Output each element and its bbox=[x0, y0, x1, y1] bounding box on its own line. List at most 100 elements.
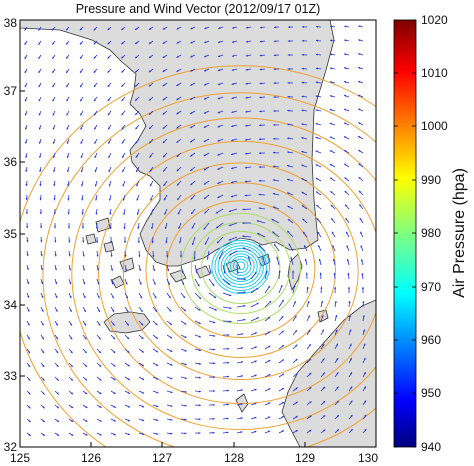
wind-arrow bbox=[54, 334, 59, 340]
wind-arrow bbox=[194, 362, 202, 365]
wind-arrow bbox=[110, 278, 114, 285]
wind-arrow bbox=[217, 166, 224, 170]
wind-arrow bbox=[138, 404, 145, 408]
wind-arrow bbox=[110, 390, 116, 395]
wind-arrow bbox=[79, 40, 84, 45]
wind-arrow bbox=[278, 415, 285, 420]
wind-arrow bbox=[217, 194, 224, 199]
wind-arrow bbox=[40, 264, 43, 271]
wind-arrow bbox=[134, 54, 140, 59]
wind-arrow bbox=[343, 108, 350, 112]
wind-arrow bbox=[163, 194, 168, 201]
wind-arrow bbox=[135, 166, 140, 173]
wind-arrow bbox=[204, 54, 210, 58]
wind-arrow bbox=[306, 401, 312, 406]
wind-arrow bbox=[302, 231, 308, 238]
wind-arrow bbox=[134, 26, 140, 31]
wind-arrow bbox=[38, 26, 42, 31]
wind-arrow bbox=[138, 418, 145, 422]
wind-arrow bbox=[203, 222, 210, 230]
wind-arrow bbox=[148, 138, 154, 144]
isobar bbox=[211, 239, 271, 295]
wind-arrow bbox=[68, 348, 73, 354]
wind-arrow bbox=[148, 26, 154, 31]
wind-arrow bbox=[286, 230, 294, 238]
wind-arrow bbox=[166, 250, 169, 258]
wind-arrow bbox=[236, 304, 246, 308]
wind-arrow bbox=[301, 164, 308, 168]
wind-arrow bbox=[259, 40, 266, 43]
wind-arrow bbox=[244, 194, 252, 197]
wind-arrow bbox=[329, 136, 336, 140]
wind-arrow bbox=[301, 95, 308, 98]
wind-arrow bbox=[287, 205, 294, 210]
wind-arrow bbox=[121, 40, 126, 45]
wind-arrow bbox=[79, 54, 84, 59]
wind-arrow bbox=[138, 432, 145, 436]
wind-arrow bbox=[232, 26, 238, 29]
wind-arrow bbox=[306, 300, 310, 308]
wind-arrow bbox=[82, 278, 86, 285]
wind-arrow bbox=[26, 264, 29, 271]
wind-arrow bbox=[329, 81, 336, 84]
wind-arrow bbox=[166, 362, 173, 366]
wind-arrow bbox=[330, 39, 336, 42]
wind-arrow bbox=[96, 278, 100, 285]
wind-arrow bbox=[245, 96, 252, 99]
wind-arrow bbox=[290, 256, 294, 266]
wind-arrow bbox=[38, 96, 42, 102]
wind-arrow bbox=[250, 416, 257, 420]
wind-arrow bbox=[66, 110, 70, 116]
wind-arrow bbox=[26, 348, 31, 354]
wind-arrow bbox=[264, 416, 271, 420]
isobar bbox=[42, 92, 376, 447]
wind-arrow bbox=[176, 152, 182, 158]
wind-arrow bbox=[287, 137, 294, 140]
wind-arrow bbox=[40, 432, 46, 437]
wind-arrow bbox=[258, 193, 266, 196]
wind-arrow bbox=[264, 430, 271, 434]
wind-arrow bbox=[54, 362, 59, 368]
wind-arrow bbox=[190, 82, 196, 86]
wind-arrow bbox=[189, 152, 196, 157]
wind-arrow bbox=[53, 152, 56, 159]
wind-arrow bbox=[357, 94, 364, 98]
wind-arrow bbox=[320, 286, 323, 294]
wind-arrow bbox=[217, 124, 224, 128]
wind-arrow bbox=[278, 359, 285, 364]
wind-arrow bbox=[222, 403, 229, 406]
wind-arrow bbox=[320, 329, 325, 336]
wind-arrow bbox=[217, 110, 224, 114]
wind-arrow bbox=[315, 53, 322, 56]
wind-arrow bbox=[109, 194, 112, 201]
isobar bbox=[20, 65, 376, 447]
wind-arrow bbox=[360, 259, 364, 266]
wind-arrow bbox=[39, 194, 42, 201]
wind-arrow bbox=[273, 123, 280, 126]
wind-arrow bbox=[138, 292, 143, 299]
wind-arrow bbox=[258, 207, 266, 210]
wind-arrow bbox=[152, 292, 157, 299]
wind-arrow bbox=[79, 68, 84, 74]
wind-arrow bbox=[329, 163, 336, 168]
wind-arrow bbox=[320, 386, 326, 392]
wind-arrow bbox=[358, 149, 364, 154]
wind-arrow bbox=[245, 40, 252, 43]
colorbar: 1020 1010 1000 990 980 970 960 950 940 A… bbox=[393, 13, 468, 454]
wind-arrow bbox=[110, 348, 116, 354]
wind-arrow bbox=[54, 250, 57, 257]
colorbar-tick-label: 970 bbox=[421, 280, 441, 294]
wind-arrow bbox=[301, 109, 308, 112]
wind-arrow bbox=[134, 82, 140, 87]
wind-arrow bbox=[292, 387, 298, 392]
wind-arrow bbox=[51, 26, 56, 31]
wind-arrow bbox=[148, 82, 154, 87]
wind-arrow bbox=[194, 432, 201, 435]
wind-arrow bbox=[208, 278, 215, 287]
wind-arrow bbox=[315, 122, 322, 126]
wind-arrow bbox=[231, 124, 238, 128]
colorbar-tick-label: 1000 bbox=[421, 119, 448, 133]
wind-arrow bbox=[203, 194, 210, 200]
wind-arrow bbox=[152, 432, 159, 435]
wind-arrow bbox=[68, 376, 74, 381]
